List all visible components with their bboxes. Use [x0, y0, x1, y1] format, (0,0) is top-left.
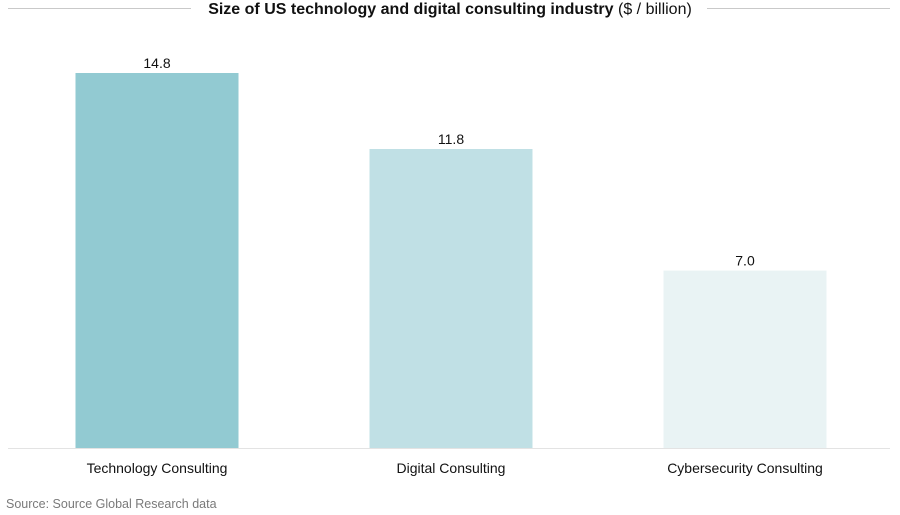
chart-title-main: Size of US technology and digital consul…	[208, 1, 614, 18]
data-label: 7.0	[735, 253, 755, 269]
x-tick-label: Technology Consulting	[87, 460, 228, 476]
chart-title-unit: ($ / billion)	[618, 1, 692, 18]
data-label: 14.8	[143, 55, 170, 71]
chart-title: Size of US technology and digital consul…	[0, 0, 900, 20]
chart-title-area: Size of US technology and digital consul…	[0, 0, 900, 22]
bar-cybersecurity-consulting	[663, 270, 827, 448]
x-tick-label: Digital Consulting	[397, 460, 506, 476]
title-rule-right	[707, 8, 890, 9]
bar-chart: 14.8 Technology Consulting 11.8 Digital Con…	[8, 55, 890, 476]
x-tick-label: Cybersecurity Consulting	[667, 460, 823, 476]
source-note: Source: Source Global Research data	[6, 497, 217, 511]
bar-technology-consulting	[75, 73, 239, 448]
title-rule-left	[8, 8, 191, 9]
bar-digital-consulting	[369, 149, 533, 448]
data-label: 11.8	[438, 131, 464, 147]
